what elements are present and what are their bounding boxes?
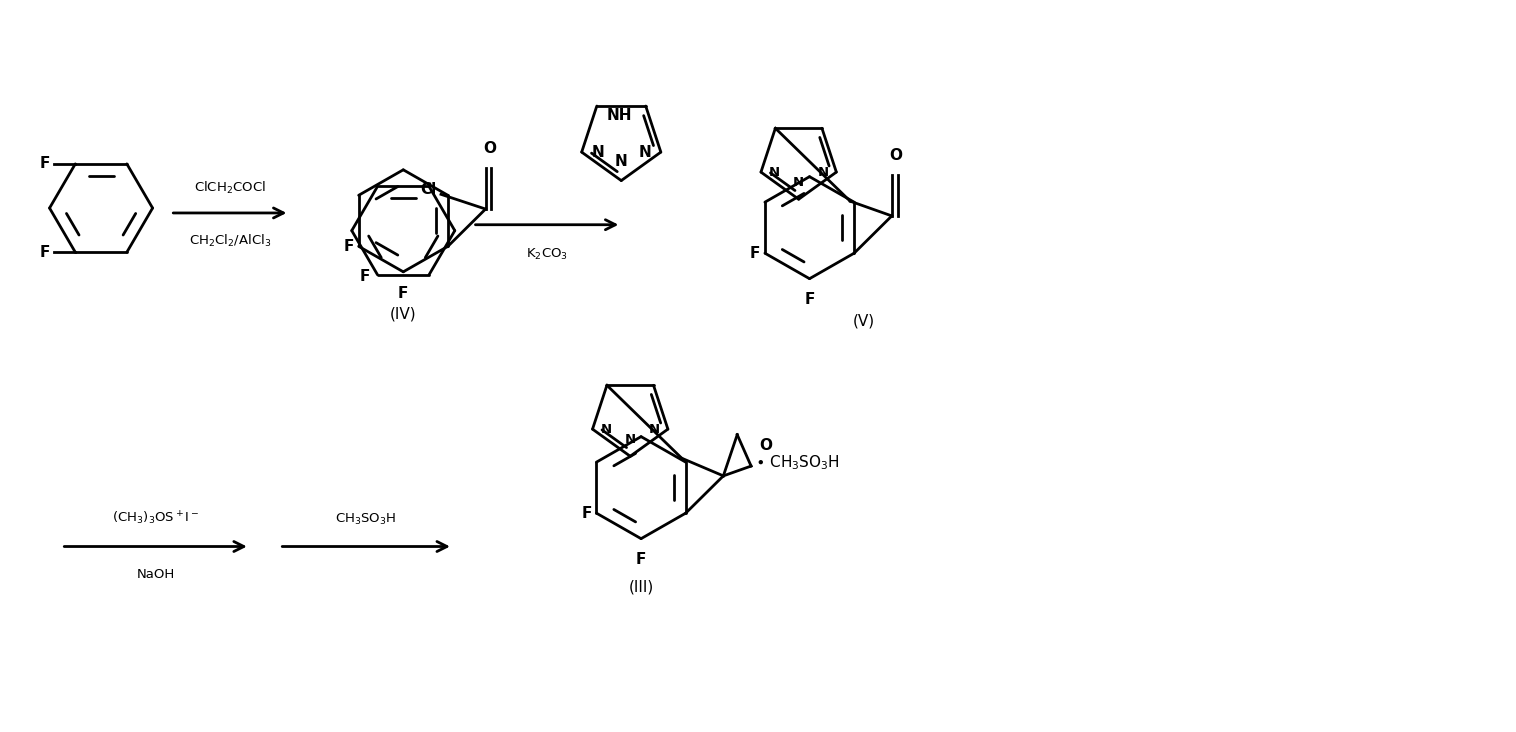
Text: $\bullet$ CH$_3$SO$_3$H: $\bullet$ CH$_3$SO$_3$H — [755, 454, 840, 472]
Text: F: F — [749, 246, 760, 261]
Text: F: F — [581, 506, 591, 520]
Text: ClCH$_2$COCl: ClCH$_2$COCl — [194, 180, 265, 196]
Text: N: N — [817, 165, 828, 179]
Text: F: F — [343, 239, 353, 254]
Text: N: N — [600, 422, 611, 436]
Text: CH$_3$SO$_3$H: CH$_3$SO$_3$H — [335, 512, 396, 527]
Text: (III): (III) — [629, 580, 653, 595]
Text: (V): (V) — [854, 313, 875, 328]
Text: NaOH: NaOH — [136, 568, 174, 581]
Text: O: O — [760, 438, 772, 453]
Text: N: N — [769, 165, 781, 179]
Text: (IV): (IV) — [390, 306, 417, 321]
Text: F: F — [39, 157, 50, 171]
Text: N: N — [591, 145, 605, 160]
Text: F: F — [399, 285, 408, 301]
Text: O: O — [890, 148, 902, 163]
Text: K$_2$CO$_3$: K$_2$CO$_3$ — [526, 247, 568, 262]
Text: F: F — [635, 553, 646, 567]
Text: N: N — [638, 145, 650, 160]
Text: O: O — [484, 141, 496, 156]
Text: N: N — [615, 154, 628, 169]
Text: N: N — [649, 422, 659, 436]
Text: (CH$_3$)$_3$OS$^+$I$^-$: (CH$_3$)$_3$OS$^+$I$^-$ — [112, 509, 200, 527]
Text: NH: NH — [606, 108, 632, 123]
Text: F: F — [805, 292, 814, 307]
Text: F: F — [39, 244, 50, 260]
Text: N: N — [625, 433, 635, 447]
Text: Cl: Cl — [420, 182, 437, 197]
Text: CH$_2$Cl$_2$/AlCl$_3$: CH$_2$Cl$_2$/AlCl$_3$ — [188, 233, 271, 249]
Text: N: N — [793, 176, 803, 190]
Text: F: F — [359, 269, 370, 284]
